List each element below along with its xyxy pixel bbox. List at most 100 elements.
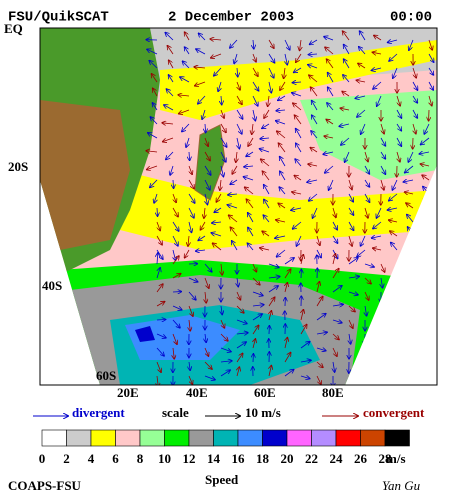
wind-arrow <box>276 110 286 111</box>
map-frame <box>39 27 438 386</box>
wind-arrow <box>341 137 350 145</box>
wind-arrow <box>156 361 161 372</box>
wind-arrow <box>300 325 307 335</box>
wind-arrow <box>285 53 287 65</box>
wind-arrow <box>325 165 334 173</box>
wind-arrow <box>396 137 401 146</box>
wind-arrow <box>357 249 366 257</box>
wind-arrow <box>156 333 166 338</box>
wind-arrow <box>348 193 353 202</box>
wind-arrow <box>237 277 238 287</box>
wind-arrow <box>316 375 321 384</box>
wind-arrow <box>344 45 350 55</box>
africa-highland <box>40 100 130 250</box>
wind-arrow <box>173 179 174 188</box>
wind-arrow <box>230 39 238 48</box>
wind-arrow <box>396 305 400 316</box>
colorbar-tick-label: 26 <box>354 451 368 466</box>
wind-arrow <box>253 339 255 349</box>
wind-arrow <box>285 338 287 349</box>
wind-arrow <box>278 203 286 209</box>
wind-arrow <box>324 37 334 41</box>
wind-arrow <box>328 87 334 97</box>
colorbar-tick-label: 8 <box>137 451 144 466</box>
wind-arrow <box>408 240 414 251</box>
wind-arrow <box>376 207 382 218</box>
wind-arrow <box>407 215 414 223</box>
wind-arrow <box>156 347 164 356</box>
wind-arrow <box>147 49 158 55</box>
wind-arrow <box>236 151 237 162</box>
wind-arrow <box>185 47 190 55</box>
colorbar-tick-label: 14 <box>207 451 221 466</box>
wind-arrow <box>262 171 270 181</box>
wind-arrow <box>380 361 388 366</box>
wind-arrow <box>153 88 158 97</box>
wind-arrow <box>263 215 270 223</box>
wind-arrow <box>419 152 430 154</box>
wind-arrow <box>308 164 318 166</box>
lat-label: 60S <box>96 368 116 383</box>
wind-arrow <box>248 227 254 237</box>
wind-arrow <box>345 151 350 162</box>
wind-arrow <box>280 171 286 181</box>
wind-arrow <box>268 95 269 106</box>
wind-arrow <box>355 96 366 98</box>
legend-scale-value: 10 m/s <box>245 405 281 420</box>
wind-arrow <box>166 89 174 97</box>
wind-arrow <box>280 157 286 167</box>
wind-arrow <box>252 81 259 91</box>
colorbar-swatch <box>360 429 386 447</box>
wind-arrow <box>343 75 350 83</box>
wind-arrow <box>291 208 302 210</box>
wind-arrow <box>221 165 223 177</box>
wind-arrow <box>380 263 385 272</box>
wind-arrow <box>325 47 334 55</box>
wind-arrow <box>268 39 274 48</box>
wind-arrow <box>377 95 382 106</box>
wind-arrow <box>300 342 310 349</box>
wind-arrow <box>413 123 416 134</box>
wind-arrow <box>269 311 271 321</box>
wind-arrow <box>389 220 398 222</box>
wind-arrow <box>268 263 279 267</box>
wind-arrow <box>381 277 383 288</box>
wind-arrow <box>204 361 212 369</box>
wind-arrow <box>406 203 414 209</box>
wind-arrow <box>278 143 286 153</box>
wind-arrow <box>269 366 271 377</box>
wind-arrow <box>212 222 222 223</box>
wind-arrow <box>246 199 254 209</box>
wind-arrow <box>344 59 350 69</box>
organization: COAPS-FSU <box>8 478 82 493</box>
wind-arrow <box>182 61 190 69</box>
wind-arrow <box>172 333 177 344</box>
wind-arrow <box>220 370 230 377</box>
wind-arrow <box>412 277 416 288</box>
wind-arrow <box>380 151 385 159</box>
wind-arrow <box>343 31 350 41</box>
wind-arrow <box>316 361 323 367</box>
colorbar-tick-label: 20 <box>281 451 294 466</box>
wind-arrow <box>196 49 206 55</box>
wind-arrow <box>316 348 326 351</box>
wind-arrow <box>301 310 303 321</box>
wind-arrow <box>396 123 401 131</box>
wind-arrow <box>269 81 271 93</box>
wind-arrow <box>295 159 302 167</box>
wind-arrow <box>252 291 263 296</box>
wind-arrow <box>154 193 157 203</box>
wind-arrow <box>348 305 355 312</box>
wind-arrow <box>413 263 414 275</box>
wind-arrow <box>332 347 337 356</box>
wind-arrow <box>312 101 318 111</box>
wind-arrow <box>396 109 401 118</box>
wind-arrow <box>188 375 192 384</box>
wind-arrow <box>381 319 382 331</box>
wind-arrow <box>397 151 400 162</box>
wind-arrow <box>339 124 350 126</box>
wind-arrow <box>188 179 194 189</box>
wind-arrow <box>284 67 285 78</box>
colorbar-swatch <box>262 429 288 447</box>
wind-arrow <box>328 73 334 83</box>
